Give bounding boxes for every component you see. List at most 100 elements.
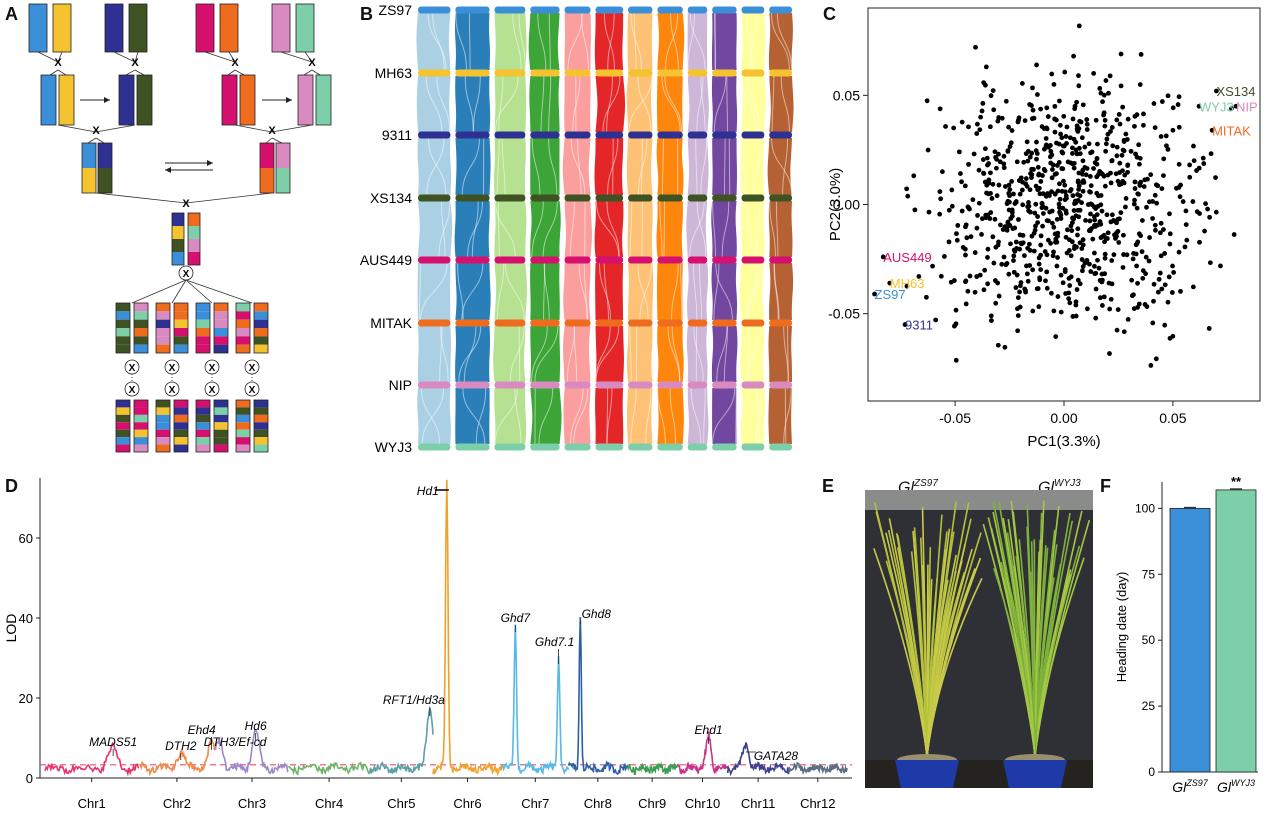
inversion-link [637,262,649,321]
sample-point [1163,133,1169,139]
sample-point [1133,242,1139,248]
sample-point [1050,162,1056,168]
sample-point [1125,116,1131,122]
sample-point [1049,152,1055,158]
inversion-link [595,325,620,383]
genome-label-aus449: AUS449 [360,252,412,268]
sample-point [981,171,987,176]
sample-point [938,273,944,279]
connector-line [57,51,63,63]
chromosome-bar-mitak [595,319,624,327]
sample-point [1120,104,1126,110]
sample-point [1027,187,1033,193]
parent-label-zs97: ZS97 [875,287,906,302]
inversion-link [756,387,760,445]
sample-point [1017,191,1023,197]
sample-point [1035,164,1041,170]
cross-symbol: X [308,57,316,69]
sample-point [1099,271,1105,277]
chromosome-bar-xs134 [687,194,708,202]
sample-point [1011,269,1017,275]
sample-point [1044,252,1050,258]
ril-gen1-3a-segment [236,311,250,320]
sample-point [1084,257,1090,263]
inversion-link [664,75,683,133]
sample-point [1114,153,1120,159]
four-way-a-bottom [82,168,96,193]
ril-gen1-2a-segment [196,336,210,345]
arrow-right-1-head [104,97,110,103]
sample-point [1005,148,1011,154]
ril-gen1-1b-segment [174,328,188,337]
sample-point [1067,300,1073,306]
arrow-right-3-head [207,160,213,166]
connector-line [304,51,313,63]
sample-point [974,225,980,231]
inversion-link [635,325,638,383]
y-tick-label: 50 [1142,633,1156,647]
plant-wyj3-leaf [1026,504,1036,757]
sample-point [1036,172,1042,178]
chr-label-chr5: Chr5 [387,796,415,811]
sample-point [1017,304,1023,310]
sample-point [1039,205,1045,211]
synteny-ribbon-chr8 [657,326,684,382]
ril-gen1-3b-segment [254,336,268,345]
sample-point [1139,249,1145,255]
inversion-link [755,387,763,445]
synteny-ribbon-chr4 [528,13,560,70]
chromosome-bar-mitak [455,319,490,327]
sample-point [997,159,1003,165]
sample-point [1030,267,1036,273]
sample-point [1136,142,1142,148]
sample-point [1054,263,1060,269]
inversion-link [606,75,613,133]
sample-point [984,182,990,188]
ril-final-3a-segment [236,422,250,430]
inversion-link [782,137,789,196]
sample-point [1052,103,1058,109]
sample-point [977,127,983,133]
ril-final-2b-outline [213,399,229,453]
inversion-link [630,12,642,71]
sample-point [1130,256,1136,262]
chromosome-bar-nip [418,381,451,389]
sample-point [1084,127,1090,132]
sample-point [1070,193,1076,199]
inversion-link [745,200,754,258]
ril-final-0a-outline [115,399,131,453]
sample-point [1161,173,1166,178]
synteny-ribbon-chr7 [627,13,653,70]
parent-label-9311: 9311 [905,318,933,333]
sample-point [1099,208,1105,214]
chromosome-bar-nip [530,381,560,389]
sample-point [1017,232,1023,238]
inversion-link [602,75,621,133]
sample-point [1155,289,1161,295]
parent-point-wyj3 [1196,103,1202,109]
sample-point [1066,248,1072,253]
inversion-link [531,325,548,383]
chr-label-chr4: Chr4 [315,796,343,811]
synteny-ribbon-chr9 [687,76,709,132]
sample-point [1109,281,1115,287]
sample-point [982,146,988,152]
ril-gen1-3a-outline [235,302,251,354]
chromosome-bar-nip [657,381,683,389]
ril-final-0a-segment [116,444,130,452]
chromosome-bar-zs97 [628,6,653,14]
sample-point [1161,156,1167,162]
chromosome-bar-wyj3 [657,443,683,451]
sample-point [1016,117,1021,123]
chromosome-bar-9311 [564,131,591,139]
photo-sky [865,490,1093,510]
ril-gen1-2b-outline [213,302,229,354]
parent-label-mh63: MH63 [890,276,925,291]
chromosome-bar-zs97 [687,6,708,14]
ril-final-1a-segment [156,400,170,408]
sample-point [1123,204,1128,210]
chromosome-bar-9311 [769,131,792,139]
chromosome-bar-wyj3 [530,443,560,451]
sample-point [1094,156,1100,162]
ril-final-3b-segment [254,429,268,438]
